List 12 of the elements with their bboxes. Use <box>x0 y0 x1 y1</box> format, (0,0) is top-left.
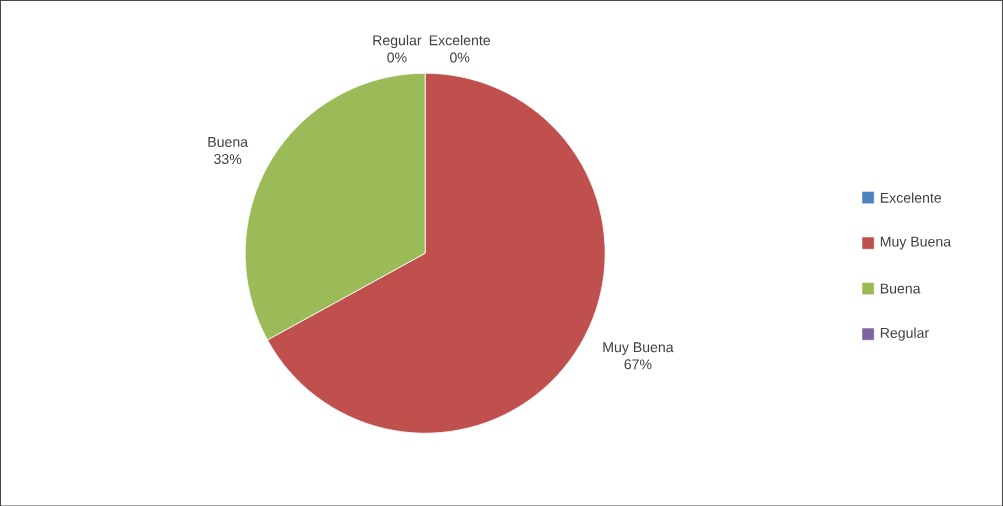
data-label: 33% <box>214 153 242 164</box>
category-label: Regular <box>373 34 422 48</box>
legend-label: Regular <box>880 327 929 341</box>
data-label: 67% <box>624 359 652 370</box>
legend-label: Excelente <box>880 192 942 203</box>
legend-label: Muy Buena <box>880 236 952 250</box>
slice-label: Muy Buena <box>603 342 674 355</box>
text: 0% <box>387 52 407 63</box>
category-label: Excelente <box>429 34 491 46</box>
legend-label: Buena <box>880 283 921 294</box>
text: 0% <box>450 52 470 63</box>
slice-label: Buena <box>208 136 249 147</box>
